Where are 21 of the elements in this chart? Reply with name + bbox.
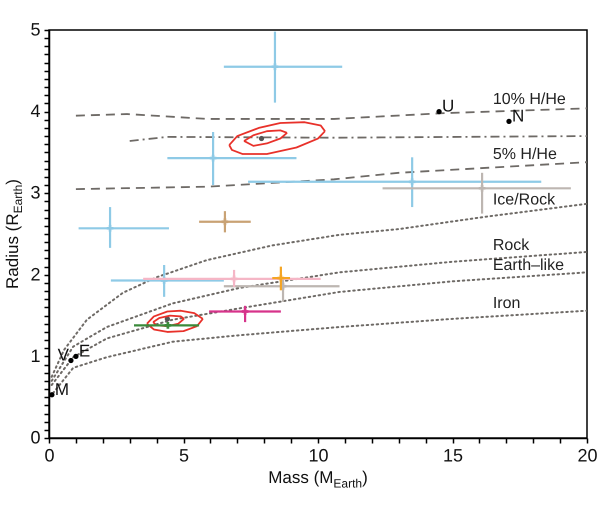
x-axis-title: Mass (M$_{Earth}$) [268,468,368,490]
series-label: 5% H/He [492,146,557,164]
x-tick-label: 5 [178,446,190,466]
series-label: Ice/Rock [492,192,556,209]
x-tick-label: 20 [577,446,598,466]
annotation: M [54,380,70,399]
y-tick-label: 2 [30,264,40,284]
x-tick-label: 10 [308,446,329,466]
y-tick-label: 3 [30,182,40,203]
annotation: N [512,106,524,126]
series-label: Rock [492,236,530,254]
y-tick-label: 4 [30,101,40,122]
x-tick-label: 15 [442,446,464,466]
y-tick-label: 5 [30,20,40,40]
annotation: U [442,96,454,116]
y-tick-label: 0 [30,428,40,448]
y-tick-label: 1 [30,346,40,366]
series-label: Earth–like [492,256,564,274]
x-tick-label: 0 [44,446,55,466]
series-label: Iron [492,294,520,312]
series-label: 10% H/He [492,91,566,108]
